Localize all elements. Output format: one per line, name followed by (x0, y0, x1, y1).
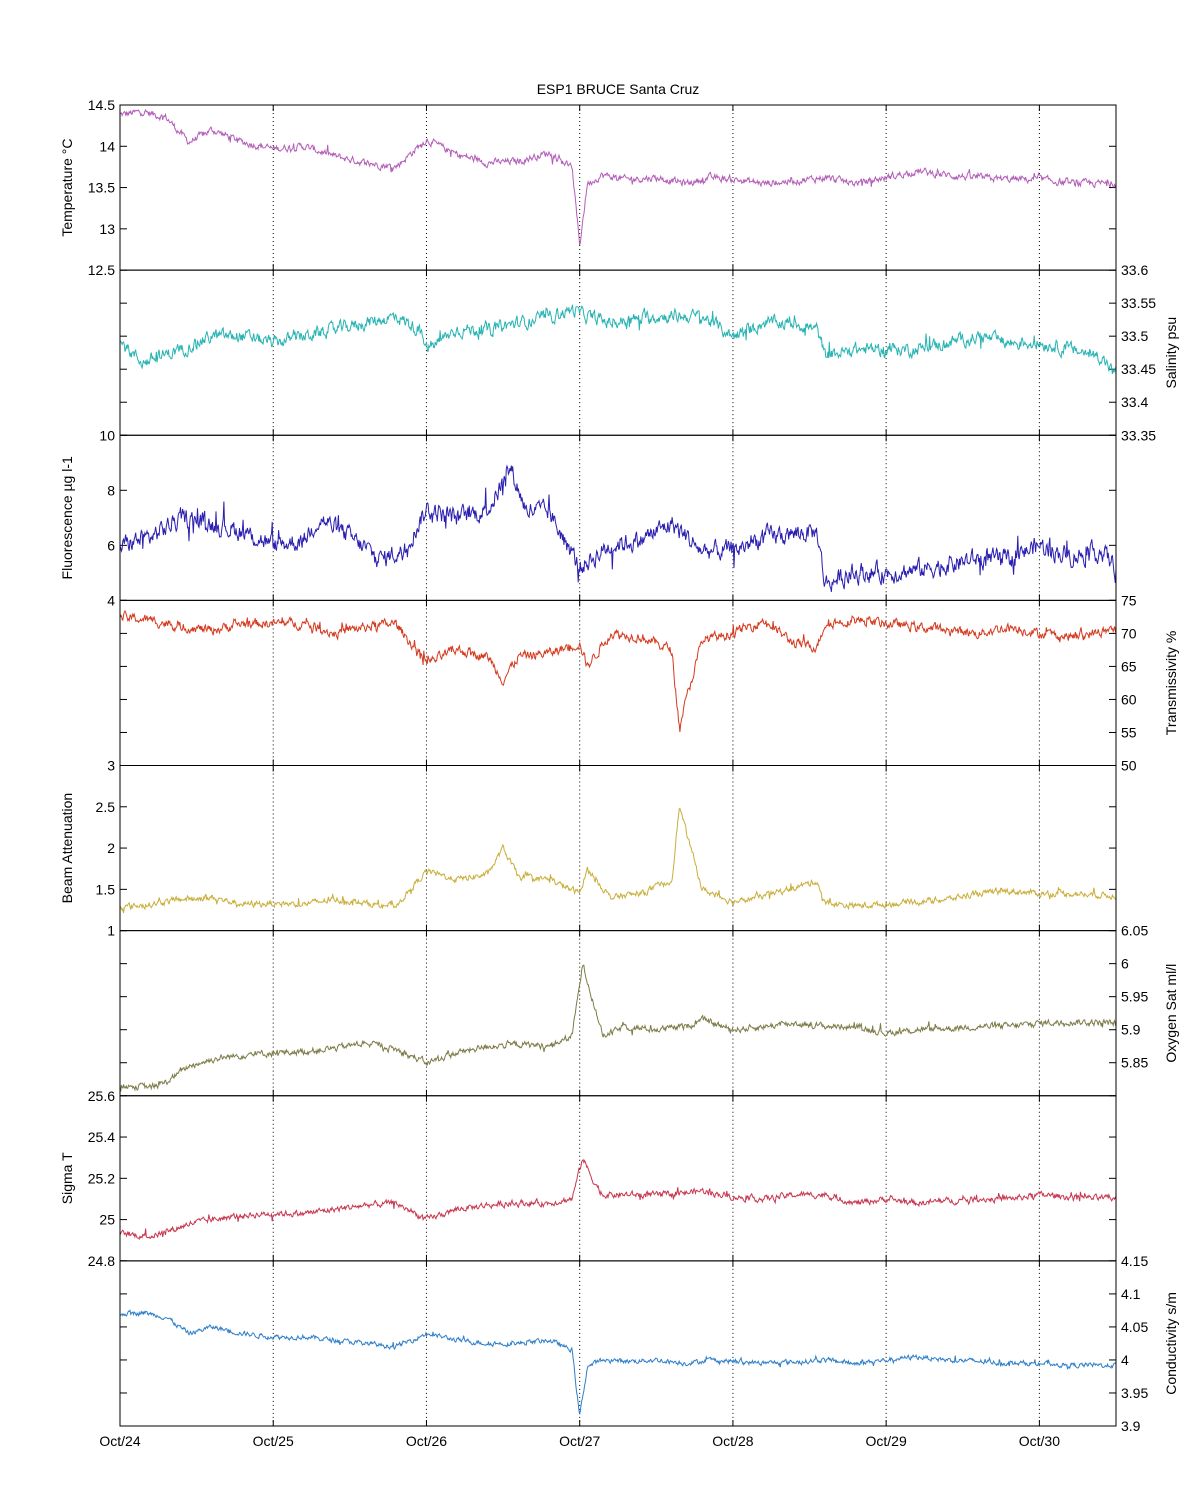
y-axis-label: Conductivity s/m (1163, 1292, 1179, 1395)
series-line-beam-attenuation (119, 807, 1117, 914)
y-tick-label: 6.05 (1121, 923, 1148, 939)
y-tick-label: 25.2 (88, 1170, 115, 1186)
y-axis-label: Salinity psu (1163, 317, 1179, 389)
y-tick-label: 4 (107, 592, 115, 608)
x-tick-label: Oct/28 (712, 1433, 753, 1449)
panel-salinity: 33.35 33.4 33.45 33.5 33.55 33.6 Salinity psu (119, 262, 1179, 443)
y-axis-label: Sigma T (59, 1152, 75, 1204)
panel-fluorescence: 4 6 8 10 Fluorescence µg l-1 (59, 427, 1117, 608)
y-tick-label: 6 (1121, 956, 1129, 972)
x-tick-label: Oct/25 (253, 1433, 294, 1449)
y-tick-label: 50 (1121, 758, 1137, 774)
panel-frame (119, 1260, 1117, 1427)
x-tick-label: Oct/30 (1019, 1433, 1060, 1449)
y-tick-label: 14 (99, 138, 115, 154)
y-axis-label: Temperature °C (59, 138, 75, 236)
y-axis-label: Oxygen Sat ml/l (1163, 964, 1179, 1063)
y-tick-label: 24.8 (88, 1253, 115, 1269)
y-tick-label: 33.5 (1121, 328, 1148, 344)
y-tick-label: 55 (1121, 724, 1137, 740)
y-tick-label: 5.9 (1121, 1022, 1141, 1038)
y-tick-label: 3.9 (1121, 1418, 1141, 1434)
series-line-conductivity (119, 1309, 1117, 1415)
x-tick-label: Oct/27 (559, 1433, 600, 1449)
panel-conductivity: 3.9 3.95 4 4.05 4.1 4.15 Conductivity s/m (119, 1253, 1179, 1434)
panel-sigma-t: 24.8 25 25.2 25.4 25.6 Sigma T (59, 1088, 1117, 1269)
y-axis-label: Beam Attenuation (59, 793, 75, 904)
y-tick-label: 1.5 (96, 881, 116, 897)
y-tick-label: 33.6 (1121, 262, 1148, 278)
y-tick-label: 25.4 (88, 1129, 115, 1145)
y-tick-label: 14.5 (88, 97, 115, 113)
series-line-fluorescence (119, 464, 1117, 592)
y-tick-label: 25.6 (88, 1088, 115, 1104)
y-tick-label: 75 (1121, 592, 1137, 608)
y-tick-label: 60 (1121, 691, 1137, 707)
x-tick-label: Oct/24 (99, 1433, 140, 1449)
y-tick-label: 33.45 (1121, 361, 1156, 377)
y-tick-label: 4.15 (1121, 1253, 1148, 1269)
y-tick-label: 6 (107, 537, 115, 553)
y-tick-label: 25 (99, 1212, 115, 1228)
y-tick-label: 33.35 (1121, 427, 1156, 443)
y-tick-label: 12.5 (88, 262, 115, 278)
y-axis-label: Fluorescence µg l-1 (59, 456, 75, 579)
panel-transmissivity: 50 55 60 65 70 75 Transmissivity % (119, 592, 1179, 774)
y-axis-label: Transmissivity % (1163, 631, 1179, 736)
y-tick-label: 10 (99, 427, 115, 443)
y-tick-label: 8 (107, 482, 115, 498)
y-tick-label: 33.55 (1121, 295, 1156, 311)
y-tick-label: 4.05 (1121, 1319, 1148, 1335)
y-tick-label: 33.4 (1121, 394, 1148, 410)
y-tick-label: 3.95 (1121, 1385, 1148, 1401)
y-tick-label: 65 (1121, 658, 1137, 674)
y-tick-label: 2.5 (96, 799, 116, 815)
y-tick-label: 4 (1121, 1352, 1129, 1368)
panel-temperature: 12.5 13 13.5 14 14.5 Temperature °C (59, 97, 1117, 278)
series-line-oxygen-sat (119, 964, 1117, 1092)
y-tick-label: 13.5 (88, 180, 115, 196)
y-tick-label: 1 (107, 923, 115, 939)
y-tick-label: 4.1 (1121, 1286, 1141, 1302)
series-line-salinity (119, 304, 1117, 374)
chart-title: ESP1 BRUCE Santa Cruz (537, 81, 700, 97)
y-tick-label: 3 (107, 758, 115, 774)
series-line-sigma-t (119, 1158, 1117, 1241)
x-tick-label: Oct/29 (866, 1433, 907, 1449)
x-tick-label: Oct/26 (406, 1433, 447, 1449)
y-tick-label: 13 (99, 221, 115, 237)
series-line-transmissivity (119, 609, 1117, 733)
panel-beam-attenuation: 1 1.5 2 2.5 3 Beam Attenuation (59, 758, 1117, 939)
y-tick-label: 2 (107, 840, 115, 856)
series-line-temperature (119, 108, 1117, 246)
y-tick-label: 5.85 (1121, 1055, 1148, 1071)
y-tick-label: 70 (1121, 625, 1137, 641)
y-tick-label: 5.95 (1121, 989, 1148, 1005)
